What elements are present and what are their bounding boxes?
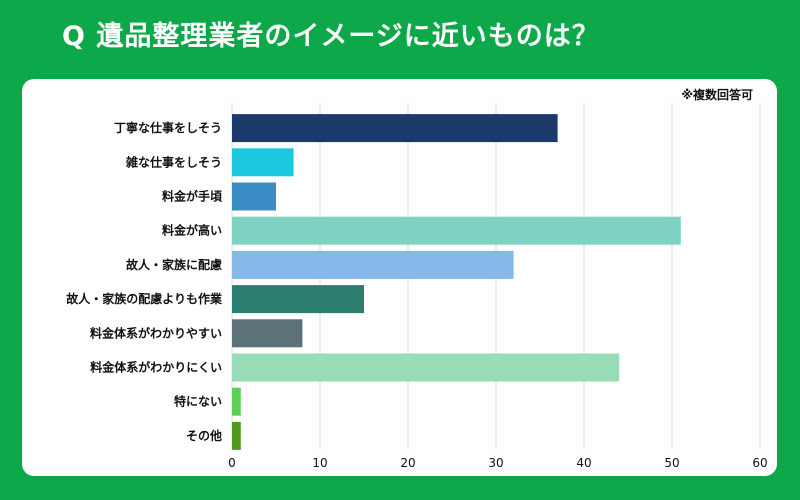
x-tick-label: 30 xyxy=(488,456,503,470)
category-label: 特にない xyxy=(174,394,222,409)
category-label: 丁寧な仕事をしそう xyxy=(114,120,222,135)
bar-6 xyxy=(232,285,364,314)
category-label: 故人・家族の配慮よりも作業 xyxy=(66,291,223,306)
x-tick-label: 20 xyxy=(400,456,415,470)
category-label: その他 xyxy=(186,428,222,443)
bar-1 xyxy=(232,114,558,143)
x-tick-label: 40 xyxy=(576,456,591,470)
chart-title: Q 遺品整理業者のイメージに近いものは？ xyxy=(62,21,600,52)
x-tick-label: 60 xyxy=(752,456,767,470)
category-label: 料金体系がわかりやすい xyxy=(90,325,222,340)
x-tick-label: 10 xyxy=(312,456,327,470)
category-label: 故人・家族に配慮 xyxy=(126,257,222,272)
x-tick-label: 0 xyxy=(228,456,236,470)
bar-9 xyxy=(232,387,241,416)
bar-7 xyxy=(232,319,303,348)
bar-4 xyxy=(232,216,681,245)
category-label: 料金体系がわかりにくい xyxy=(90,360,222,375)
multiple-answer-note: ※複数回答可 xyxy=(681,88,753,102)
bar-chart: 0 10 20 30 40 50 60 丁寧な仕事をしそう雑な仕事をしそう料金が手頃料金が高い… xyxy=(66,103,768,470)
category-label: 料金が高い xyxy=(162,223,222,238)
bar-2 xyxy=(232,148,294,177)
bar-3 xyxy=(232,182,276,211)
category-label: 料金が手頃 xyxy=(162,189,223,204)
x-tick-label: 50 xyxy=(664,456,679,470)
chart-card: ※複数回答可 0 10 20 30 40 50 60 丁寧な仕事をしそう雑な仕事をしそう料金が… xyxy=(22,79,777,476)
bar-5 xyxy=(232,250,514,279)
bar-10 xyxy=(232,421,241,450)
bar-8 xyxy=(232,353,620,382)
category-label: 雑な仕事をしそう xyxy=(125,154,222,169)
